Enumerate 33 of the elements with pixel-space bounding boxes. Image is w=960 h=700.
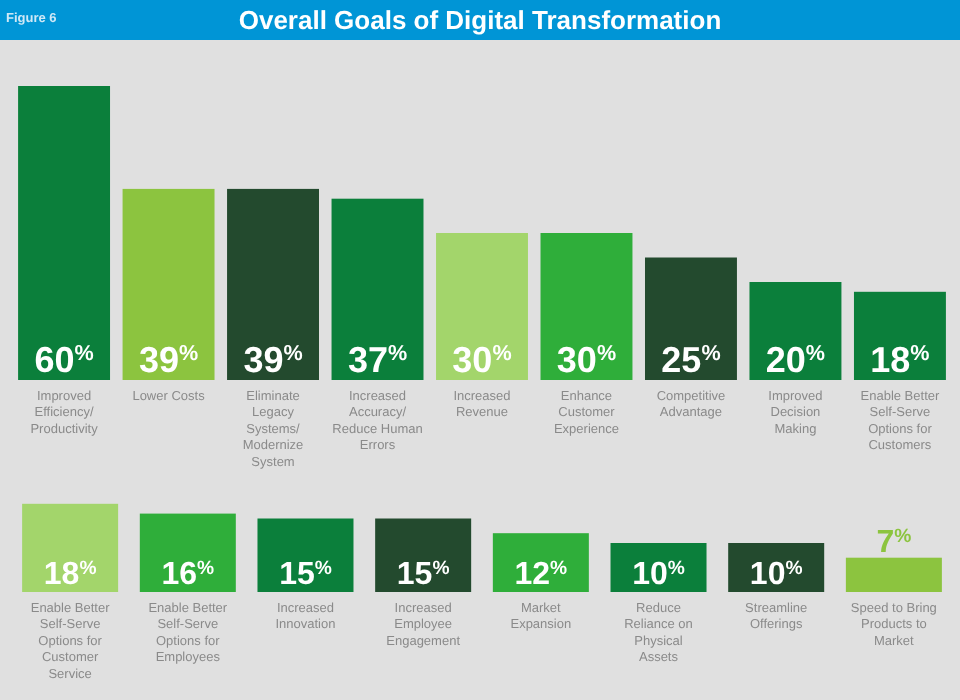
bar: [227, 188, 319, 380]
data-label: 30$^{%}$: [452, 340, 513, 380]
bar: [436, 233, 528, 380]
data-label: 10$^{%}$: [632, 557, 686, 592]
bar: [540, 233, 633, 380]
bar: [492, 533, 589, 592]
data-label: 20$^{%}$: [765, 340, 826, 380]
data-label: 10$^{%}$: [749, 557, 804, 592]
bar: [18, 86, 111, 380]
data-label: 7$^{%}$: [876, 524, 913, 560]
bar: [375, 518, 472, 592]
data-label: 18$^{%}$: [43, 557, 98, 592]
bar: [749, 282, 842, 380]
data-label: 15$^{%}$: [396, 557, 451, 592]
data-label: 60$^{%}$: [34, 340, 95, 380]
data-label: 18$^{%}$: [870, 340, 931, 380]
data-label: 39$^{%}$: [243, 340, 304, 380]
bar: [257, 518, 354, 592]
bar: [331, 198, 424, 380]
bar: [139, 513, 236, 592]
bar: [845, 557, 942, 592]
bar: [22, 503, 119, 592]
data-label: 25$^{%}$: [661, 340, 722, 380]
bar: [122, 188, 215, 380]
data-label: 12$^{%}$: [514, 557, 569, 592]
data-label: 15$^{%}$: [279, 557, 333, 592]
bar: [853, 291, 946, 380]
data-label: 16$^{%}$: [161, 557, 216, 592]
data-label: 37$^{%}$: [347, 340, 408, 380]
data-label: 39$^{%}$: [138, 340, 199, 380]
chart-title: Overall Goals of Digital Transformation: [238, 5, 722, 35]
bar: [645, 257, 737, 380]
data-label: 30$^{%}$: [556, 340, 617, 380]
